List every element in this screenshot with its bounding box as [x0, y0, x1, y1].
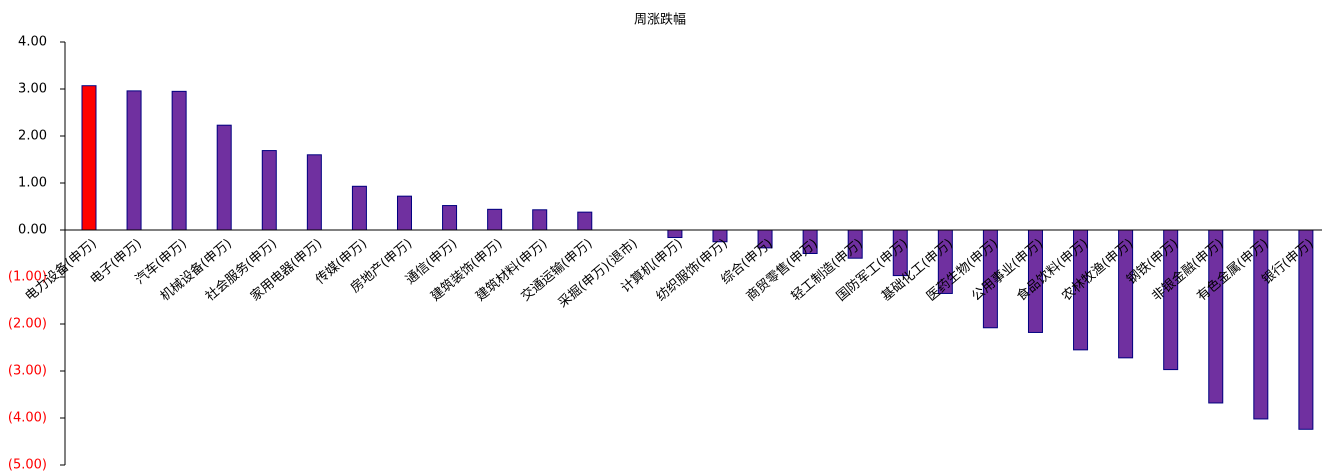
bar: [396, 195, 412, 231]
y-tick-label: 4.00: [18, 35, 47, 50]
bar: [442, 205, 458, 231]
y-tick-label: 3.00: [18, 82, 47, 97]
bar: [351, 185, 367, 231]
bar: [532, 209, 548, 231]
y-tick-label: (4.00): [8, 411, 47, 426]
x-tick-label: 采掘(申万)(退市): [555, 235, 641, 310]
bar: [126, 90, 142, 231]
chart-title: 周涨跌幅: [634, 12, 686, 28]
y-tick-label: (2.00): [8, 317, 47, 332]
bar: [216, 124, 232, 231]
y-tick-label: (1.00): [8, 270, 47, 285]
y-tick-label: 0.00: [18, 223, 47, 238]
bar: [577, 211, 593, 231]
y-tick-label: (3.00): [8, 364, 47, 379]
y-tick-label: 2.00: [18, 129, 47, 144]
y-tick-label: (5.00): [8, 458, 47, 473]
bar: [487, 208, 503, 231]
y-tick-label: 1.00: [18, 176, 47, 191]
bar: [171, 90, 187, 231]
bar: [261, 150, 277, 231]
bar: [306, 154, 322, 231]
bar: [81, 85, 97, 231]
